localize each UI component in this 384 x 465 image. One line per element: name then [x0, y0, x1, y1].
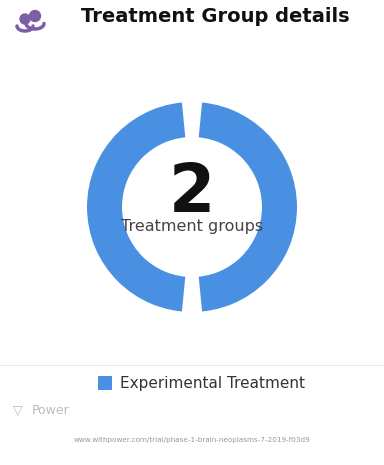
- Wedge shape: [87, 102, 297, 312]
- Text: ▽: ▽: [13, 404, 23, 417]
- Wedge shape: [182, 99, 202, 140]
- Text: Experimental Treatment: Experimental Treatment: [120, 376, 305, 391]
- Wedge shape: [182, 274, 202, 315]
- Text: 2: 2: [169, 160, 215, 226]
- Circle shape: [30, 11, 40, 21]
- Circle shape: [20, 14, 30, 24]
- Text: Treatment Group details: Treatment Group details: [81, 7, 349, 27]
- Text: Treatment groups: Treatment groups: [121, 219, 263, 234]
- Text: www.withpower.com/trial/phase-1-brain-neoplasms-7-2019-f03d9: www.withpower.com/trial/phase-1-brain-ne…: [74, 437, 310, 443]
- Text: Power: Power: [32, 404, 70, 417]
- FancyBboxPatch shape: [98, 376, 112, 390]
